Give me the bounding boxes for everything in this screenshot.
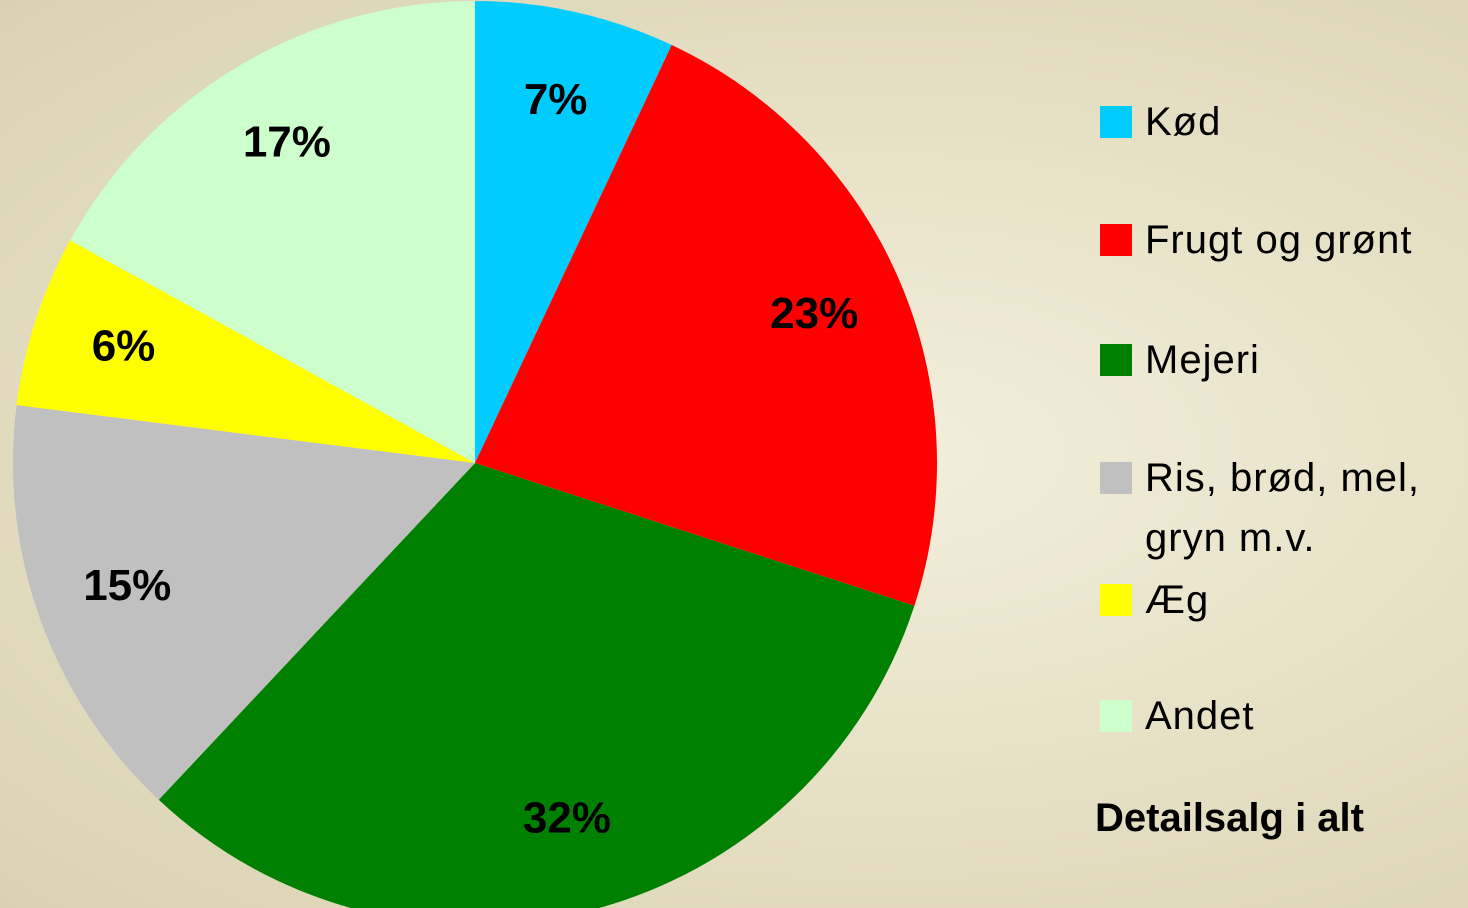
legend-swatch — [1100, 700, 1132, 732]
legend-swatch — [1100, 584, 1132, 616]
legend-swatch — [1100, 462, 1132, 494]
legend-label: Æg — [1145, 570, 1468, 630]
chart-title: Detailsalg i alt — [1095, 788, 1364, 848]
data-label: 6% — [92, 321, 156, 370]
legend-swatch — [1100, 106, 1132, 138]
legend-swatch — [1100, 224, 1132, 256]
legend-label: Andet — [1145, 686, 1468, 746]
data-label: 32% — [523, 794, 611, 843]
data-label: 23% — [770, 289, 858, 338]
legend-swatch — [1100, 344, 1132, 376]
legend-label: Kød — [1145, 92, 1468, 152]
legend-label: Mejeri — [1145, 330, 1468, 390]
legend-label: Frugt og grønt — [1145, 210, 1468, 270]
data-label: 7% — [524, 75, 588, 124]
data-label: 17% — [243, 117, 331, 166]
data-label: 15% — [83, 561, 171, 610]
page: 7% 23% 32% 15% 6% 17% Detailsalg i alt Kød Fru… — [0, 0, 1468, 908]
legend-label: Ris, brød, mel, gryn m.v. — [1145, 448, 1468, 568]
